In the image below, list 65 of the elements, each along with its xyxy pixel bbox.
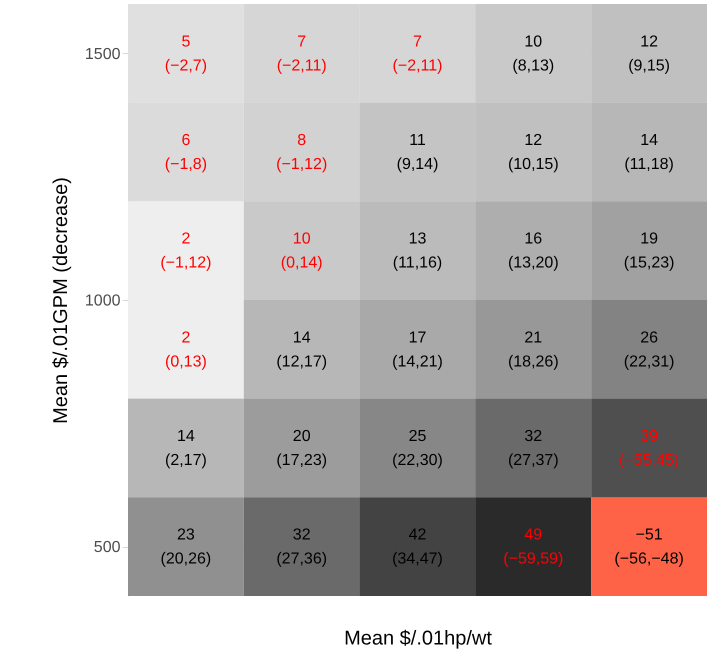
data-label: 14 [292,329,311,346]
annotation: (11,16) [392,254,442,272]
annotation: (27,37) [508,452,559,469]
annotation: (−1,8) [164,156,208,173]
annotation: (0,13) [165,353,207,370]
annotation: (0,14) [280,254,323,272]
annotation: (−2,7) [164,57,208,74]
annotation: (18,26) [508,353,559,370]
data-label: 8 [297,132,306,149]
data-label: 32 [524,428,542,445]
data-label: 23 [177,526,195,544]
data-label: 12 [640,33,658,50]
annotation: (−56,−48) [614,550,684,568]
y-axis-title: Mean $/.01GPM (decrease) [50,177,72,424]
data-label: 10 [292,230,311,248]
annotation: (10,15) [508,156,559,173]
data-label: 25 [408,428,426,445]
annotation: (−2,11) [276,57,327,74]
annotation: (12,17) [276,353,328,370]
data-label: 12 [524,132,542,149]
data-label: 11 [409,132,426,149]
data-label: 26 [640,329,658,346]
data-label: 10 [524,33,542,50]
data-label: 7 [413,33,422,50]
annotation: (8,13) [512,57,554,74]
data-label: 19 [640,230,658,248]
data-label: 2 [181,230,190,248]
data-label: 7 [297,33,306,50]
y-tick-label: 500 [94,539,121,556]
annotation: (11,18) [624,156,674,173]
data-label: 5 [181,33,190,50]
y-tick-label: 1500 [84,46,121,63]
annotation: (14,21) [392,353,443,370]
annotation: (−55,45) [619,452,680,469]
data-label: 49 [524,526,542,544]
annotation: (34,47) [392,550,443,568]
annotation: (22,31) [624,353,674,370]
data-label: 2 [181,329,190,346]
annotation: (9,14) [396,156,438,173]
data-label: 20 [292,428,311,445]
x-axis-title: Mean $/.01hp/wt [344,628,492,650]
data-label: 14 [640,132,658,149]
annotation: (22,30) [392,452,443,469]
annotation: (−1,12) [160,254,212,272]
data-label: 6 [181,132,190,149]
data-label: 32 [292,526,311,544]
annotation: (−1,12) [276,156,328,173]
annotation: (−2,11) [392,57,442,74]
data-label: 16 [524,230,542,248]
annotation: (2,17) [165,452,207,469]
annotation: (15,23) [624,254,674,272]
annotation: (13,20) [508,254,559,272]
data-label: 42 [408,526,426,544]
annotation: (27,36) [276,550,328,568]
data-label: 17 [408,329,426,346]
data-label: 14 [177,428,195,445]
data-label: 21 [524,329,542,346]
data-label: −51 [636,526,663,544]
data-label: 39 [640,428,658,445]
annotation: (20,26) [160,550,212,568]
y-tick-label: 1000 [84,292,121,310]
annotation: (−59,59) [503,550,564,568]
annotation: (17,23) [276,452,328,469]
annotation: (9,15) [628,57,670,74]
data-label: 13 [408,230,426,248]
